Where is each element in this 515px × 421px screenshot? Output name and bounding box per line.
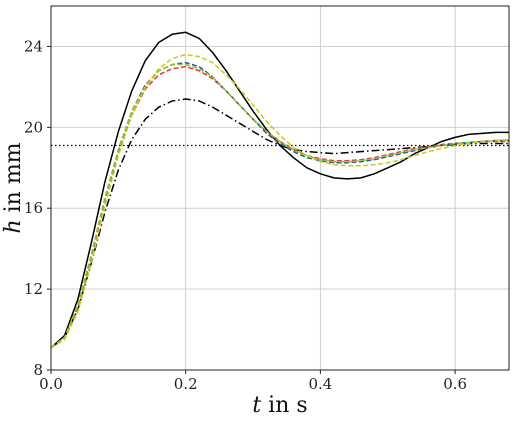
y-tick-label: 20 [24,118,43,136]
y-axis-label: h in mm [1,142,26,233]
series-line-1 [50,31,509,349]
plot-frame [50,5,510,371]
series-group [50,31,510,349]
x-tick-label: 0.2 [174,375,198,393]
x-tick-label: 0.0 [39,375,63,393]
series-line-2 [50,98,509,349]
y-tick-label: 12 [24,280,43,298]
y-tick-label: 8 [33,361,43,379]
series-line-4 [50,61,509,349]
x-tick-label: 0.4 [308,375,332,393]
y-tick-labels: 8 12 16 20 24 [24,37,43,379]
series-line-3 [50,65,509,349]
x-tick-labels: 0.0 0.2 0.4 0.6 [39,375,467,393]
y-tick-label: 16 [24,199,43,217]
tick-marks [47,45,456,374]
series-line-6 [50,53,510,349]
x-axis-label: t in s [252,393,307,418]
x-tick-label: 0.6 [443,375,467,393]
grid-lines [50,6,509,371]
series-line-5 [50,63,509,349]
y-tick-label: 24 [24,37,43,55]
